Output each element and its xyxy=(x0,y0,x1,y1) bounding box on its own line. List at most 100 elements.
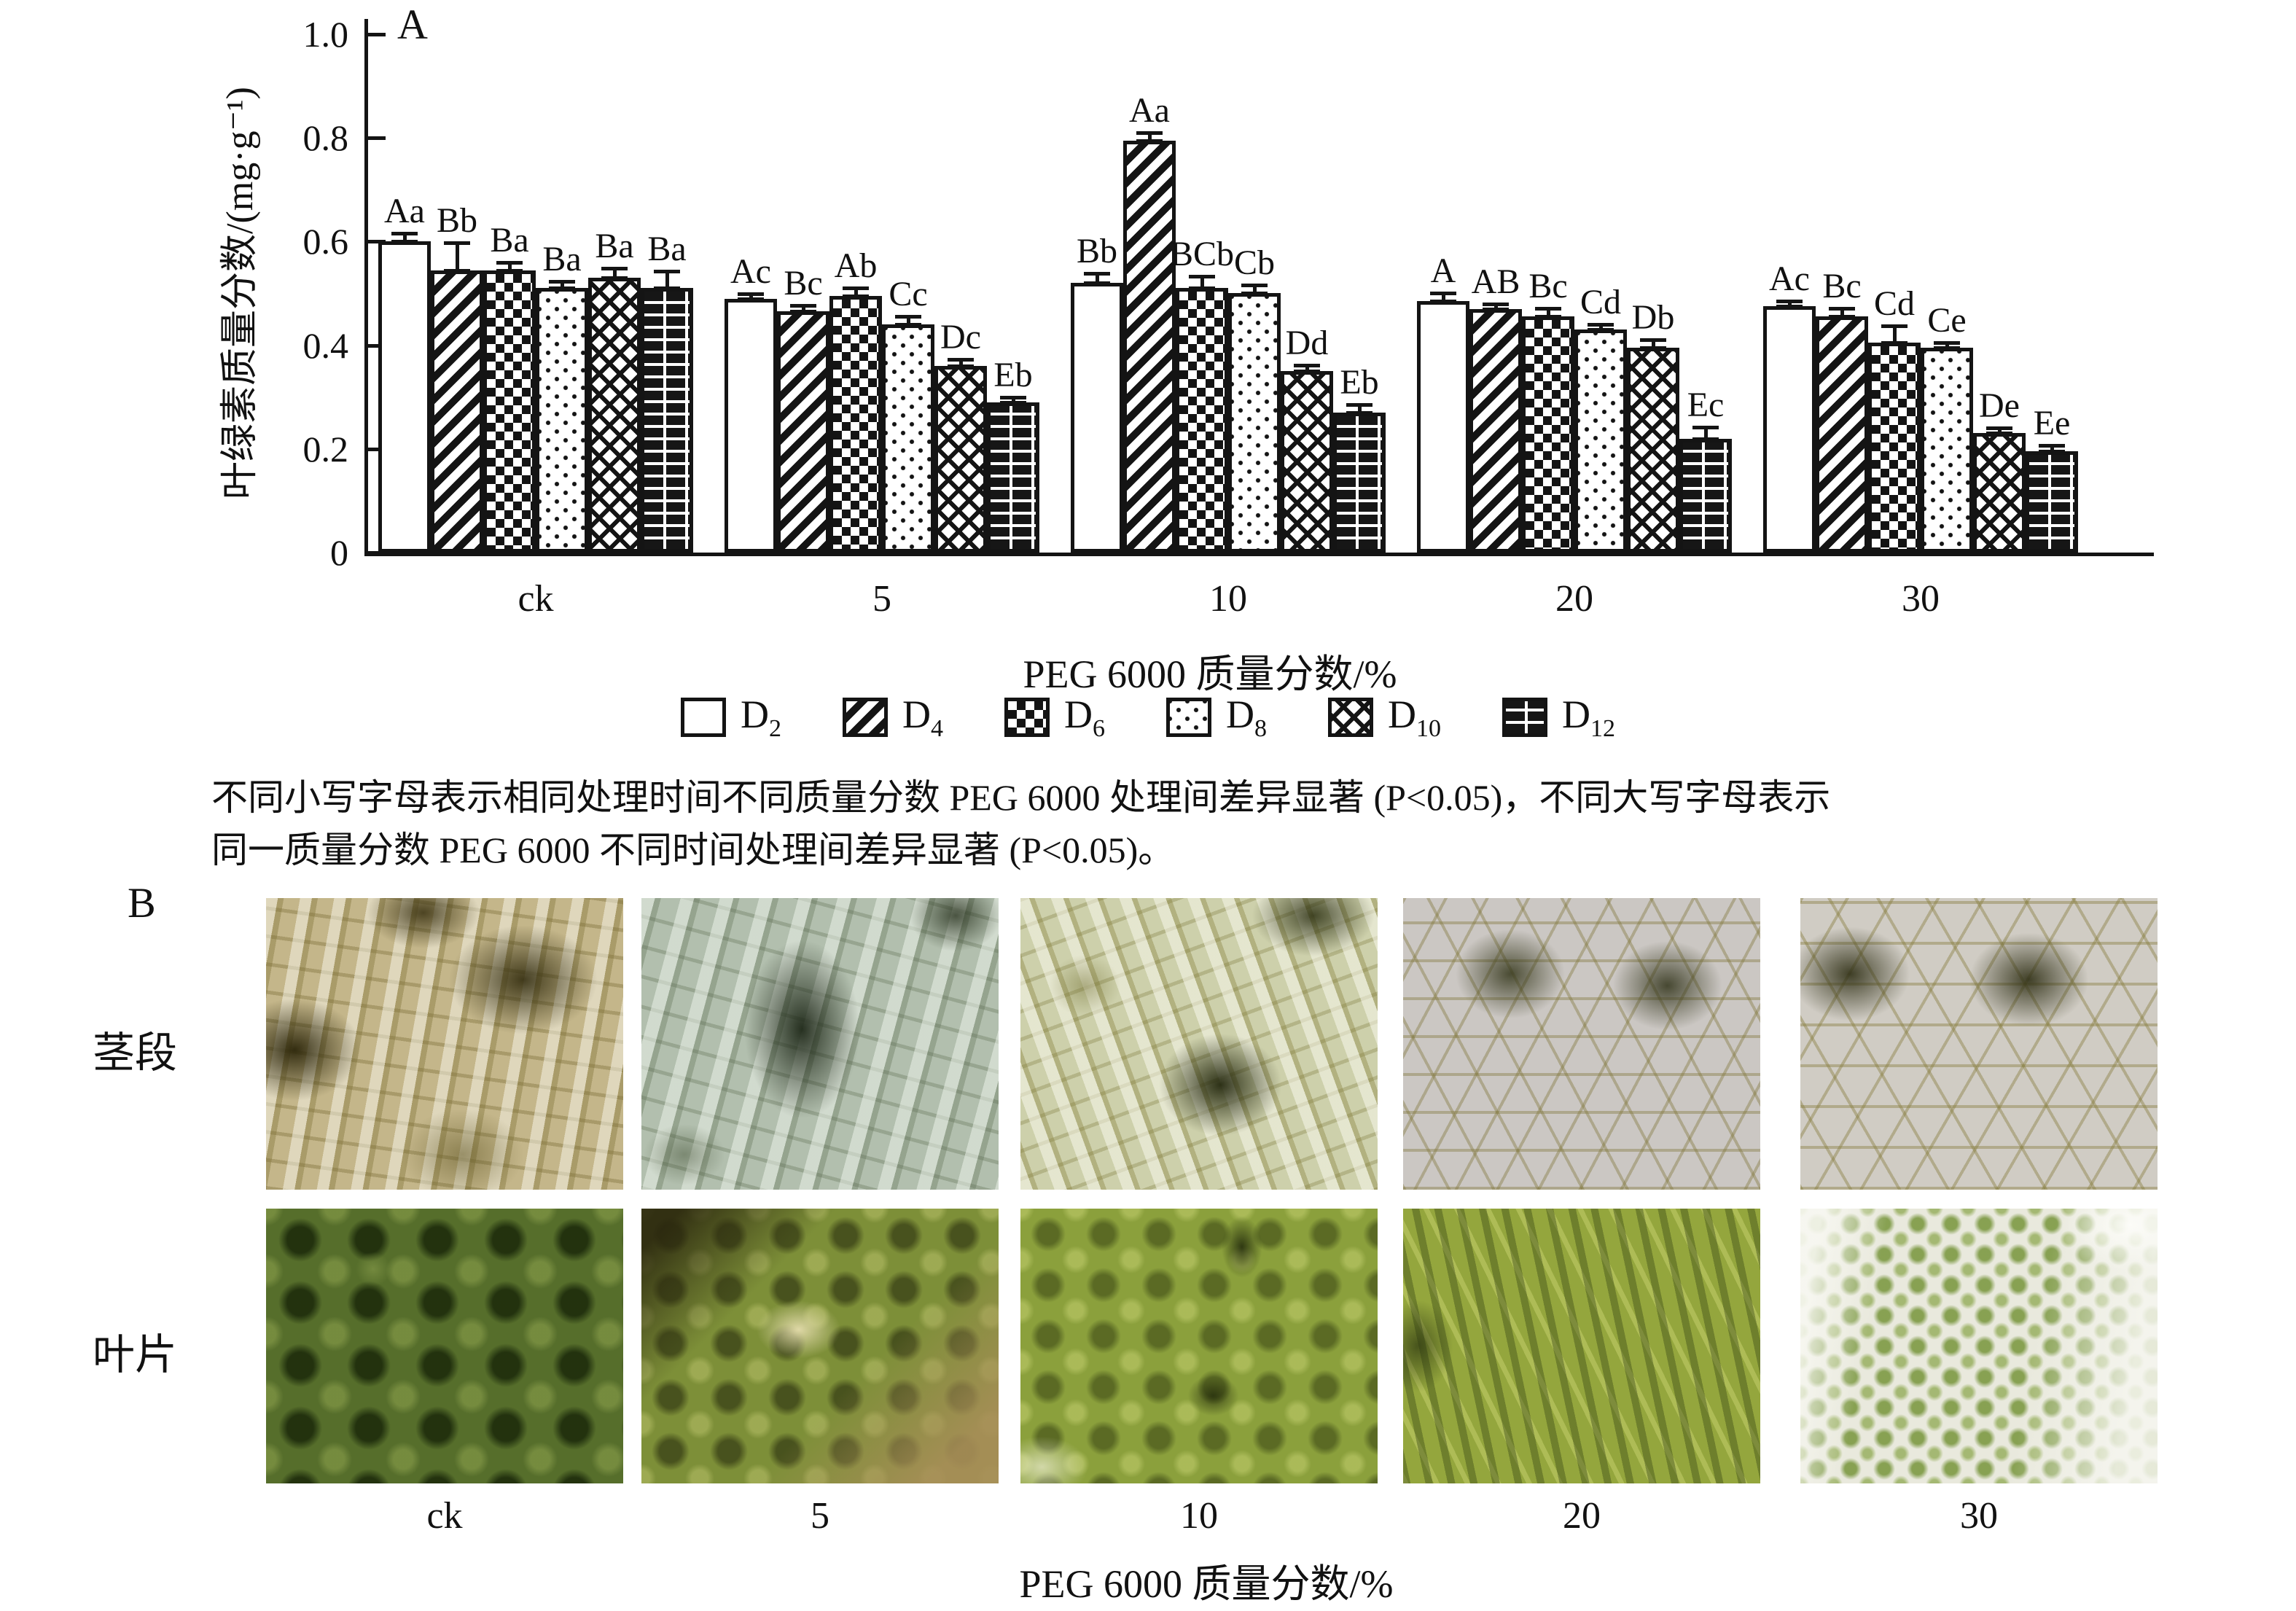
bar-D4-ck xyxy=(431,270,483,553)
sig-letter-D10-30: De xyxy=(1979,386,2020,425)
error-bar-stem-D10-30 xyxy=(1998,429,2002,433)
error-bar-cap-top-D10-ck xyxy=(601,267,628,270)
error-bar-cap-top-D10-20 xyxy=(1640,338,1666,342)
bar-D10-30 xyxy=(1973,433,2026,553)
error-bar-stem-D2-20 xyxy=(1442,294,1445,301)
y-tick-label: 0.2 xyxy=(302,428,349,469)
bar-D2-5 xyxy=(725,299,777,553)
error-bar-cap-top-D12-20 xyxy=(1692,426,1719,429)
bar-D6-10 xyxy=(1176,288,1228,553)
error-bar-stem-D2-10 xyxy=(1096,275,1099,283)
sig-letter-D4-20: AB xyxy=(1471,262,1520,301)
legend-label-D10: D10 xyxy=(1388,693,1441,742)
sig-letter-D12-10: Eb xyxy=(1340,363,1379,402)
sig-letter-D10-10: Dd xyxy=(1285,324,1329,362)
sig-letter-D10-20: Db xyxy=(1631,298,1675,337)
error-bar-stem-D10-10 xyxy=(1305,367,1309,371)
y-axis-line xyxy=(364,19,368,556)
error-bar-stem-D2-30 xyxy=(1788,303,1792,306)
error-bar-cap-bottom-D10-30 xyxy=(1986,432,2012,435)
micro-image-stem-10 xyxy=(1020,898,1378,1190)
error-bar-cap-bottom-D4-10 xyxy=(1136,139,1163,143)
sig-letter-D8-30: Ce xyxy=(1927,301,1967,340)
micro-image-stem-5 xyxy=(641,898,999,1190)
sig-letter-D6-5: Ab xyxy=(834,246,878,285)
panel-b-col-label-ck: ck xyxy=(426,1495,463,1537)
legend-swatch-D6 xyxy=(1004,697,1050,737)
bar-D4-10 xyxy=(1123,141,1176,553)
bar-D6-20 xyxy=(1522,316,1574,553)
error-bar-stem-D8-30 xyxy=(1945,344,1949,348)
micro-image-leaf-10 xyxy=(1020,1209,1378,1483)
sig-letter-D8-ck: Ba xyxy=(542,240,582,278)
sig-letter-D2-20: A xyxy=(1430,251,1456,290)
error-bar-cap-bottom-D10-ck xyxy=(601,276,628,280)
legend-label-D8: D8 xyxy=(1226,693,1267,742)
panel-b-col-label-5: 5 xyxy=(811,1495,829,1537)
y-tick-label: 1.0 xyxy=(302,14,349,55)
legend-label-D6: D6 xyxy=(1064,693,1105,742)
bar-D8-5 xyxy=(882,324,934,553)
error-bar-cap-bottom-D2-5 xyxy=(738,297,764,301)
error-bar-stem-D4-10 xyxy=(1148,134,1152,141)
sig-letter-D6-ck: Ba xyxy=(490,221,529,260)
error-bar-cap-bottom-D12-20 xyxy=(1692,437,1719,441)
bar-D12-30 xyxy=(2026,451,2078,553)
error-bar-cap-bottom-D6-ck xyxy=(496,269,523,273)
error-bar-stem-D4-20 xyxy=(1494,305,1498,309)
error-bar-stem-D4-5 xyxy=(802,307,805,311)
error-bar-cap-top-D6-20 xyxy=(1535,307,1561,311)
caption-line-2: 同一质量分数 PEG 6000 不同时间处理间差异显著 (P<0.05)。 xyxy=(211,830,1175,870)
error-bar-cap-bottom-D12-5 xyxy=(1000,401,1026,405)
bar-D8-10 xyxy=(1228,293,1281,553)
panel-b-label: B xyxy=(128,879,156,927)
error-bar-stem-D8-ck xyxy=(561,283,564,288)
error-bar-cap-top-D4-20 xyxy=(1483,303,1509,306)
error-bar-stem-D2-ck xyxy=(403,235,407,241)
panel-a-label: A xyxy=(397,1,428,48)
legend-swatch-D10 xyxy=(1328,697,1373,737)
bar-D2-ck xyxy=(378,241,431,553)
micro-image-stem-20 xyxy=(1403,898,1760,1190)
bar-D4-20 xyxy=(1469,309,1522,553)
caption-line-1: 不同小写字母表示相同处理时间不同质量分数 PEG 6000 处理间差异显著 (P… xyxy=(211,777,1831,818)
x-axis-line xyxy=(364,553,2154,556)
y-tick-label: 0 xyxy=(330,532,348,573)
sig-letter-D12-ck: Ba xyxy=(647,230,687,268)
sig-letter-D2-10: Bb xyxy=(1076,232,1117,270)
legend-item-D12: D12 xyxy=(1502,692,1615,743)
error-bar-cap-top-D6-10 xyxy=(1189,275,1215,278)
bar-D10-10 xyxy=(1281,371,1333,553)
error-bar-cap-top-D6-5 xyxy=(843,286,869,290)
legend-label-D12: D12 xyxy=(1562,693,1615,742)
error-bar-cap-top-D12-30 xyxy=(2039,444,2065,448)
sig-letter-D2-30: Ac xyxy=(1769,260,1810,298)
row-label-stem: 茎段 xyxy=(92,1029,177,1077)
error-bar-cap-top-D2-5 xyxy=(738,292,764,296)
bar-D8-ck xyxy=(536,288,588,553)
sig-letter-D4-ck: Bb xyxy=(436,201,477,240)
error-bar-cap-bottom-D2-ck xyxy=(391,240,418,243)
x-axis-title-panel-a: PEG 6000 质量分数/% xyxy=(1023,652,1397,696)
error-bar-cap-top-D8-ck xyxy=(549,280,575,284)
error-bar-cap-top-D2-ck xyxy=(391,232,418,235)
sig-letter-D6-20: Bc xyxy=(1528,267,1568,305)
error-bar-cap-bottom-D12-10 xyxy=(1346,411,1372,415)
error-bar-cap-top-D10-10 xyxy=(1294,364,1320,367)
micro-image-stem-ck xyxy=(266,898,623,1190)
error-bar-cap-bottom-D6-20 xyxy=(1535,315,1561,319)
bar-D8-30 xyxy=(1921,348,1973,553)
bar-D12-10 xyxy=(1333,413,1386,553)
bar-D4-5 xyxy=(777,311,829,553)
error-bar-cap-bottom-D10-20 xyxy=(1640,346,1666,350)
legend-item-D8: D8 xyxy=(1166,692,1267,743)
legend-swatch-D8 xyxy=(1166,697,1211,737)
bar-D6-ck xyxy=(483,270,536,553)
sig-letter-D2-ck: Aa xyxy=(384,192,425,230)
error-bar-cap-top-D4-5 xyxy=(790,304,816,308)
error-bar-stem-D8-10 xyxy=(1253,286,1257,293)
legend-label-D2: D2 xyxy=(741,693,781,742)
error-bar-stem-D6-ck xyxy=(508,264,512,270)
x-tick-label-5: 5 xyxy=(872,578,891,620)
